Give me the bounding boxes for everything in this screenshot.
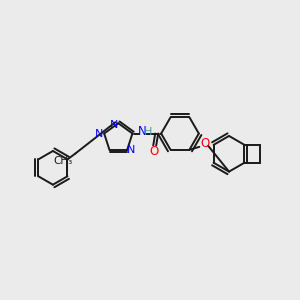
Text: N: N [127,145,135,155]
Text: N: N [138,125,147,138]
Text: N: N [110,120,118,130]
Text: N: N [95,128,103,139]
Text: O: O [201,137,210,150]
Text: O: O [150,145,159,158]
Text: CH₃: CH₃ [53,156,72,167]
Text: H: H [144,127,152,136]
